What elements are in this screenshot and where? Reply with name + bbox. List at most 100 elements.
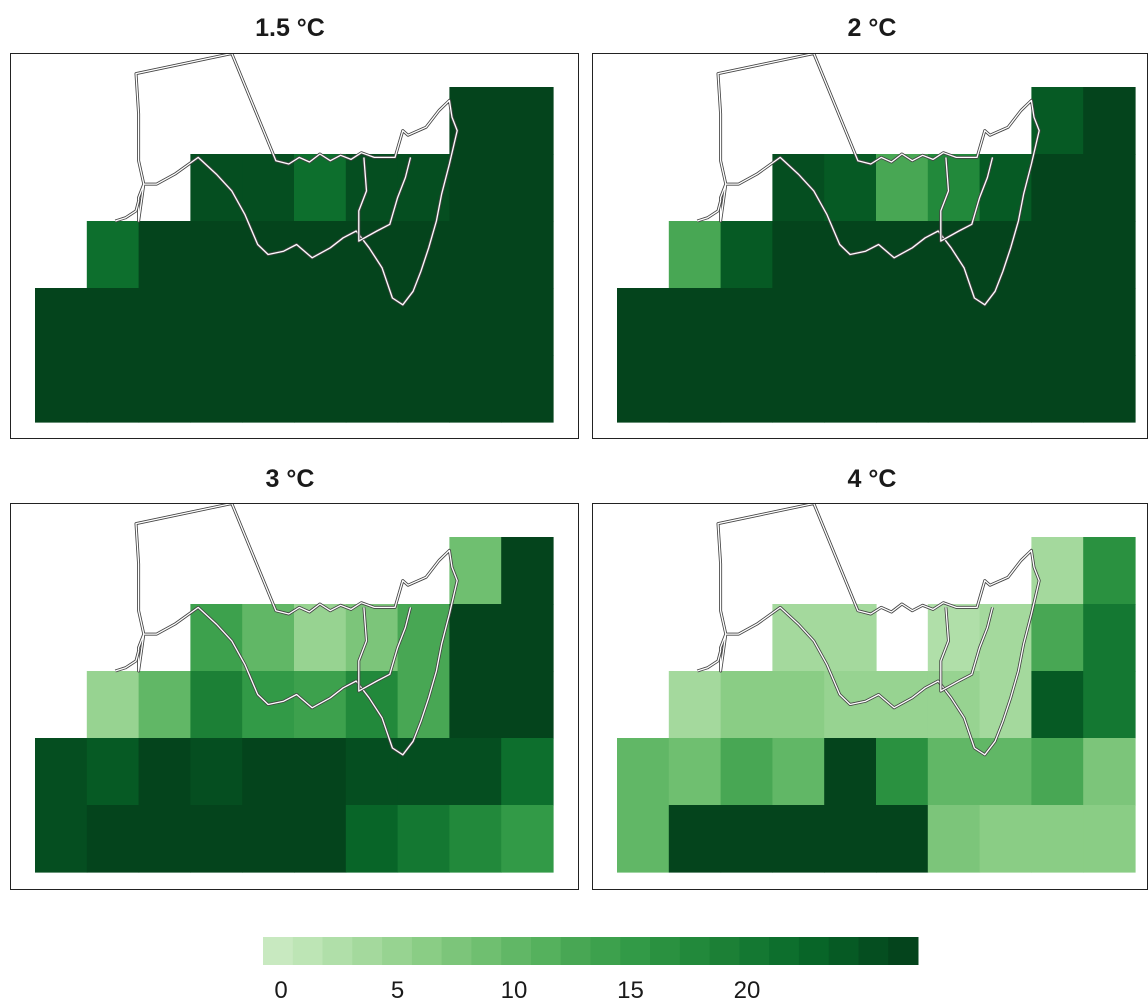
map-panel-3-plot — [35, 504, 554, 873]
heatmap-cell-p1-r1-c9 — [501, 154, 554, 222]
coast-segment-p4 — [697, 650, 722, 672]
inlet-outline-p4 — [940, 607, 994, 692]
heatmap-cell-p2-r3-c3 — [772, 288, 825, 356]
panel-title-3: 3 °C — [265, 465, 315, 493]
colorbar-swatch-18 — [798, 937, 830, 965]
map-panel-3 — [10, 503, 579, 890]
heatmap-cell-p3-r3-c3 — [190, 738, 243, 806]
coastline-outline-p1 — [135, 54, 458, 306]
heatmap-cell-p4-r2-c1 — [668, 671, 722, 739]
colorbar-swatch-2 — [322, 937, 353, 965]
heatmap-cell-p2-r1-c8 — [1031, 154, 1084, 222]
heatmap-cell-p4-r4-c3 — [772, 805, 825, 873]
heatmap-cell-p2-r3-c7 — [979, 288, 1032, 356]
heatmap-cell-p3-r2-c7 — [397, 671, 450, 739]
heatmap-cell-p2-r3-c4 — [824, 288, 877, 356]
heatmap-cell-p2-r2-c2 — [720, 221, 773, 289]
heatmap-cell-p2-r4-c5 — [876, 355, 929, 423]
colorbar-swatch-1 — [292, 937, 324, 965]
map-panel-4 — [592, 503, 1148, 890]
heatmap-cell-p3-r1-c5 — [294, 604, 347, 672]
heatmap-cell-p3-r1-c6 — [345, 604, 399, 672]
heatmap-cell-p1-r3-c1 — [86, 288, 140, 356]
heatmap-cell-p3-r3-c1 — [86, 738, 140, 806]
heatmap-cell-p3-r4-c9 — [501, 805, 554, 873]
heatmap-cell-p1-r3-c8 — [449, 288, 502, 356]
colorbar-swatch-5 — [411, 937, 443, 965]
heatmap-cell-p1-r2-c8 — [449, 221, 502, 289]
heatmap-cell-p3-r2-c2 — [138, 671, 191, 739]
colorbar-swatch-4 — [382, 937, 413, 965]
heatmap-cell-p3-r0-c8 — [449, 537, 502, 605]
heatmap-cell-p4-r2-c8 — [1031, 671, 1084, 739]
inlet-outline-p2 — [940, 157, 994, 242]
heatmap-cell-p2-r1-c9 — [1083, 154, 1136, 222]
colorbar-swatch-13 — [650, 937, 681, 965]
heatmap-cell-p3-r4-c8 — [449, 805, 502, 873]
heatmap-cell-p1-r4-c3 — [190, 355, 243, 423]
coastline-outline-p3 — [135, 504, 458, 756]
heatmap-cell-p2-r0-c8 — [1031, 87, 1084, 155]
heatmap-cell-p3-r3-c4 — [242, 738, 295, 806]
heatmap-cell-p3-r3-c8 — [449, 738, 502, 806]
heatmap-cell-p4-r0-c9 — [1083, 537, 1136, 605]
heatmap-cell-p1-r3-c6 — [345, 288, 399, 356]
heatmap-cell-p2-r4-c0 — [617, 355, 670, 423]
colorbar-swatch-12 — [620, 937, 651, 965]
heatmap-cell-p2-r2-c7 — [979, 221, 1032, 289]
heatmap-cell-p3-r2-c8 — [449, 671, 502, 739]
heatmap-cell-p3-r1-c9 — [501, 604, 554, 672]
colorbar-swatch-21 — [888, 937, 919, 965]
colorbar-swatch-20 — [858, 937, 889, 965]
heatmap-cell-p3-r0-c9 — [501, 537, 554, 605]
heatmap-cell-p4-r4-c6 — [927, 805, 981, 873]
map-panel-4-plot — [617, 504, 1136, 873]
inlet-outline-p3 — [358, 607, 412, 692]
heatmap-cell-p1-r4-c2 — [138, 355, 191, 423]
heatmap-cell-p2-r4-c3 — [772, 355, 825, 423]
heatmap-cell-p3-r1-c8 — [449, 604, 502, 672]
heatmap-cell-p1-r4-c8 — [449, 355, 502, 423]
heatmap-cell-p4-r3-c5 — [876, 738, 929, 806]
heatmap-cell-p4-r3-c9 — [1083, 738, 1136, 806]
heatmap-cell-p3-r3-c7 — [397, 738, 450, 806]
heatmap-cell-p3-r3-c2 — [138, 738, 191, 806]
colorbar-swatch-6 — [441, 937, 472, 965]
coast-segment-p1 — [115, 200, 140, 222]
heatmap-cell-p1-r4-c1 — [86, 355, 140, 423]
heatmap-cell-p4-r4-c1 — [668, 805, 722, 873]
heatmap-cell-p1-r1-c7 — [397, 154, 450, 222]
heatmap-cell-p3-r2-c3 — [190, 671, 243, 739]
heatmap-cell-p2-r3-c2 — [720, 288, 773, 356]
colorbar-tick-label-0: 0 — [274, 977, 287, 1003]
heatmap-cell-p4-r3-c3 — [772, 738, 825, 806]
heatmap-cell-p4-r3-c8 — [1031, 738, 1084, 806]
heatmap-cell-p2-r3-c0 — [617, 288, 670, 356]
heatmap-cell-p1-r3-c5 — [294, 288, 347, 356]
heatmap-cell-p3-r4-c2 — [138, 805, 191, 873]
heatmap-cell-p1-r0-c8 — [449, 87, 502, 155]
heatmap-cell-p4-r4-c9 — [1083, 805, 1136, 873]
heatmap-cell-p4-r3-c7 — [979, 738, 1032, 806]
heatmap-cell-p1-r1-c3 — [190, 154, 243, 222]
heatmap-cell-p2-r1-c7 — [979, 154, 1032, 222]
heatmap-cell-p2-r0-c9 — [1083, 87, 1136, 155]
heatmap-cell-p4-r0-c8 — [1031, 537, 1084, 605]
colorbar-swatch-14 — [679, 937, 711, 965]
heatmap-cell-p1-r1-c5 — [294, 154, 347, 222]
heatmap-cell-p4-r3-c0 — [617, 738, 670, 806]
heatmap-cell-p1-r3-c9 — [501, 288, 554, 356]
heatmap-cell-p2-r4-c1 — [668, 355, 722, 423]
heatmap-cell-p2-r4-c7 — [979, 355, 1032, 423]
heatmap-cell-p4-r4-c5 — [876, 805, 929, 873]
heatmap-cell-p1-r4-c4 — [242, 355, 295, 423]
heatmap-cell-p4-r4-c4 — [824, 805, 877, 873]
colorbar-swatch-15 — [709, 937, 740, 965]
heatmap-cell-p4-r3-c6 — [927, 738, 981, 806]
heatmap-cell-p1-r4-c6 — [345, 355, 399, 423]
heatmap-cell-p1-r2-c1 — [86, 221, 140, 289]
heatmap-cell-p1-r4-c5 — [294, 355, 347, 423]
heatmap-cell-p1-r3-c3 — [190, 288, 243, 356]
map-panel-2 — [592, 53, 1148, 439]
heatmap-cell-p3-r4-c1 — [86, 805, 140, 873]
